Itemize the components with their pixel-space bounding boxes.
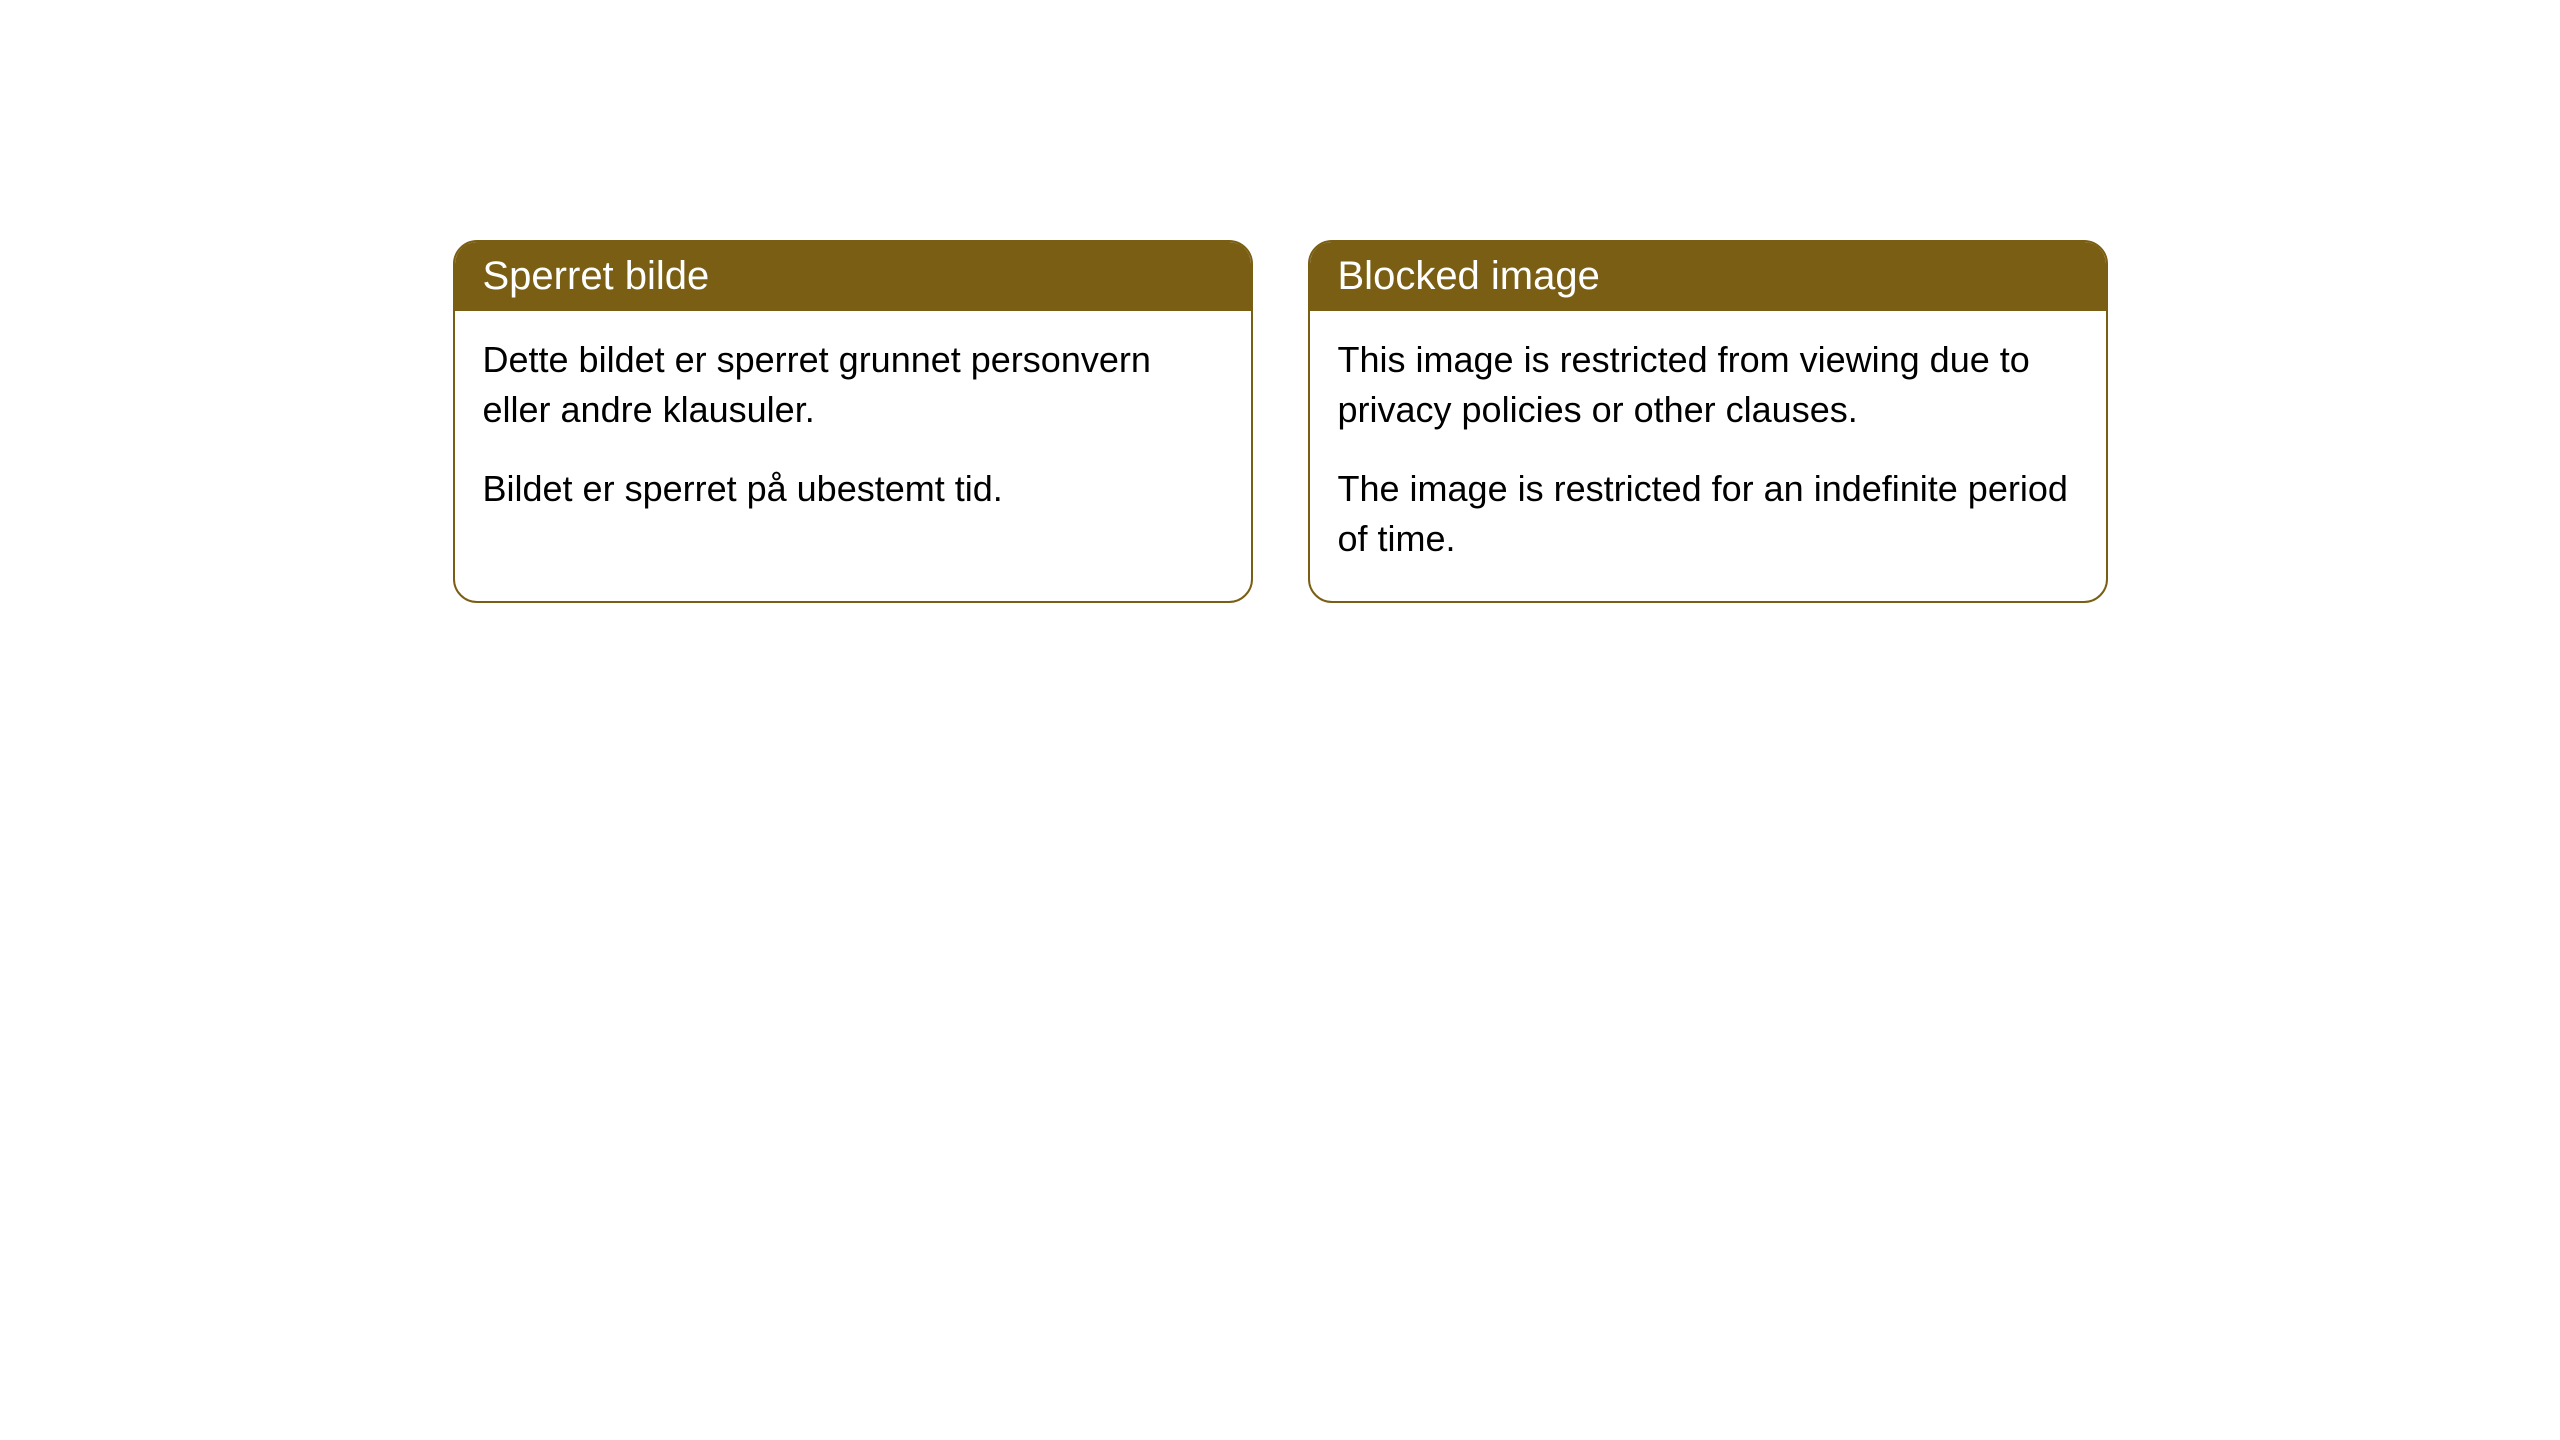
notice-paragraph: The image is restricted for an indefinit… (1338, 464, 2078, 565)
notice-header: Blocked image (1310, 242, 2106, 311)
notice-paragraph: Dette bildet er sperret grunnet personve… (483, 335, 1223, 436)
notice-header: Sperret bilde (455, 242, 1251, 311)
notice-card-english: Blocked image This image is restricted f… (1308, 240, 2108, 603)
notice-body: This image is restricted from viewing du… (1310, 311, 2106, 601)
notice-body: Dette bildet er sperret grunnet personve… (455, 311, 1251, 550)
notice-paragraph: Bildet er sperret på ubestemt tid. (483, 464, 1223, 514)
notice-container: Sperret bilde Dette bildet er sperret gr… (453, 240, 2108, 603)
notice-card-norwegian: Sperret bilde Dette bildet er sperret gr… (453, 240, 1253, 603)
notice-paragraph: This image is restricted from viewing du… (1338, 335, 2078, 436)
